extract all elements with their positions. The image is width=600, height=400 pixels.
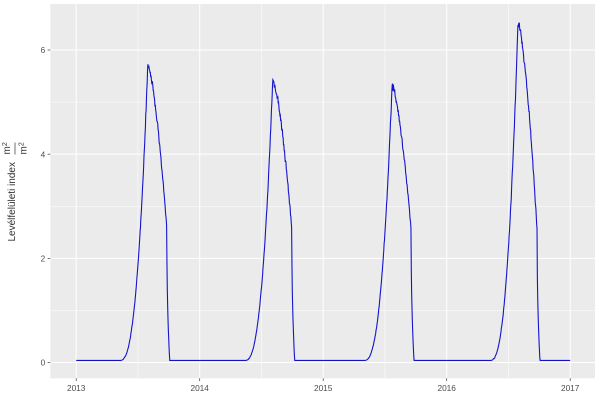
svg-text:m2: m2 [2, 142, 14, 154]
svg-text:6: 6 [41, 45, 46, 55]
svg-text:2016: 2016 [437, 383, 456, 393]
svg-text:2014: 2014 [190, 383, 209, 393]
svg-text:4: 4 [41, 149, 46, 159]
svg-text:2017: 2017 [561, 383, 580, 393]
svg-text:m2: m2 [18, 142, 30, 154]
svg-text:2: 2 [41, 253, 46, 263]
svg-text:0: 0 [41, 358, 46, 368]
svg-text:Levélfelületi index: Levélfelületi index [7, 162, 18, 242]
svg-text:2015: 2015 [314, 383, 333, 393]
svg-text:2013: 2013 [67, 383, 86, 393]
